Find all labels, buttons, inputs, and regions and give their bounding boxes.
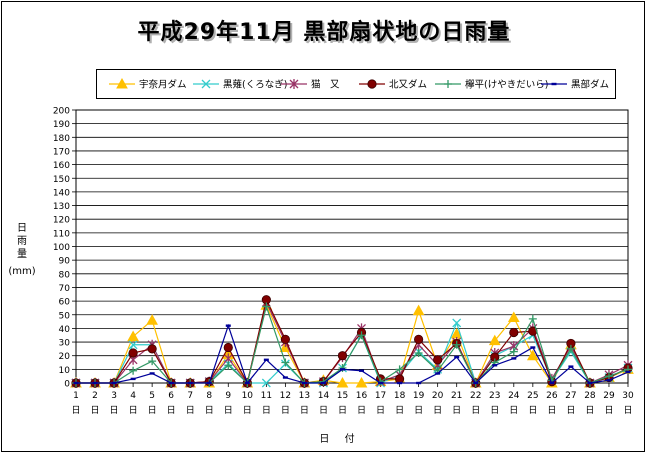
legend-marker	[551, 82, 557, 86]
legend-label: 黒薙(くろなぎ)	[223, 79, 287, 91]
x-axis-label: 日 付	[319, 434, 361, 445]
legend-entry: 黒部ダム	[541, 79, 609, 91]
y-axis-unit: (mm)	[8, 266, 36, 277]
y-axis-label-text: 日雨量	[17, 223, 27, 260]
legend-label: 宇奈月ダム	[139, 79, 187, 91]
legend-entries: 宇奈月ダム 黒薙(くろなぎ) 猫 又 北又ダム 欅平(けやきだいら) 黒部ダム	[109, 77, 609, 91]
legend-entry: 北又ダム	[359, 79, 427, 91]
chart-title: 平成29年11月 黒部扇状地の日雨量	[137, 20, 511, 45]
legend-label: 猫 又	[311, 79, 340, 91]
legend-label: 黒部ダム	[571, 79, 609, 91]
legend-marker	[116, 77, 128, 89]
legend-marker	[201, 79, 211, 89]
legend-entry: 黒薙(くろなぎ)	[193, 79, 287, 91]
legend-entry: 宇奈月ダム	[109, 77, 187, 91]
legend-entry: 欅平(けやきだいら)	[435, 80, 548, 91]
legend-label: 欅平(けやきだいら)	[465, 80, 548, 91]
y-axis-label: 日雨量 (mm)	[8, 222, 36, 278]
legend-marker	[289, 79, 299, 89]
chart-legend: 宇奈月ダム 黒薙(くろなぎ) 猫 又 北又ダム 欅平(けやきだいら) 黒部ダム	[96, 69, 616, 99]
legend-marker	[367, 79, 377, 89]
legend-marker	[444, 80, 452, 88]
legend-label: 北又ダム	[389, 79, 427, 91]
legend-entry: 猫 又	[281, 79, 340, 91]
